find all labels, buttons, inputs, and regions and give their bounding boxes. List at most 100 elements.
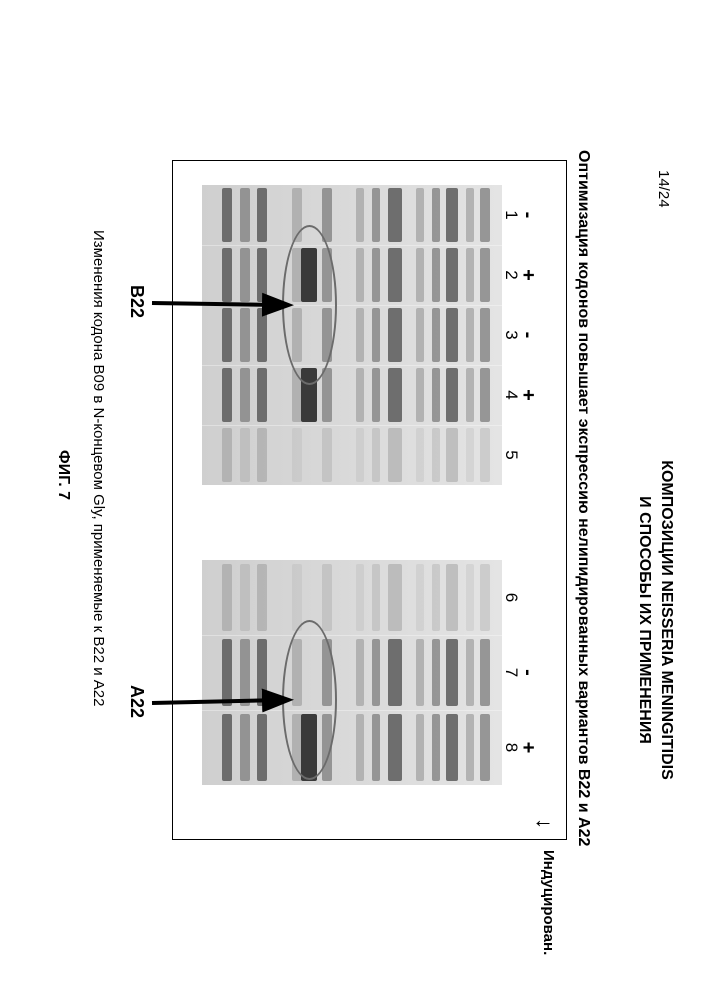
gel-lane	[202, 710, 502, 785]
callout-label-a22: A22	[126, 685, 147, 718]
induced-label: Индуцирован.	[540, 850, 557, 955]
lane-induction-marker: -	[518, 205, 538, 225]
gel-band	[372, 368, 380, 422]
gel-band	[466, 639, 474, 707]
gel-band	[416, 248, 424, 302]
callout-label-b22: B22	[126, 285, 147, 318]
gel-band	[240, 564, 250, 632]
lane-induction-marker: +	[518, 265, 538, 285]
gel-band	[222, 714, 232, 782]
gel-band	[372, 639, 380, 707]
gel-band	[480, 248, 490, 302]
lane-number: 7	[503, 663, 520, 683]
induced-arrow-icon: ↓	[533, 818, 555, 829]
gel-band	[416, 639, 424, 707]
gel-band	[432, 714, 440, 782]
page-canvas: 14/24 КОМПОЗИЦИИ NEISSERIA MENINGITIDIS …	[0, 0, 707, 1000]
gel-lane	[202, 365, 502, 425]
gel-band	[446, 564, 458, 632]
gel-band	[446, 368, 458, 422]
gel-band	[372, 248, 380, 302]
gel-band	[480, 639, 490, 707]
gel-band	[372, 308, 380, 362]
gel-band	[480, 714, 490, 782]
gel-band	[388, 428, 402, 482]
document-title: КОМПОЗИЦИИ NEISSERIA MENINGITIDIS И СПОС…	[634, 360, 677, 880]
gel-band	[356, 188, 364, 242]
gel-band	[356, 428, 364, 482]
gel-band	[372, 564, 380, 632]
gel-band	[432, 639, 440, 707]
gel-band	[356, 368, 364, 422]
gel-band	[356, 248, 364, 302]
gel-band	[372, 428, 380, 482]
gel-band	[466, 248, 474, 302]
lane-induction-marker: -	[518, 663, 538, 683]
gel-band	[480, 188, 490, 242]
gel-lane-sep	[202, 635, 502, 636]
gel-band	[388, 639, 402, 707]
gel-band	[432, 248, 440, 302]
gel-band	[416, 564, 424, 632]
lane-number: 8	[503, 738, 520, 758]
gel-band	[416, 188, 424, 242]
gel-image-right	[202, 560, 502, 785]
gel-band	[222, 428, 232, 482]
figure-number: ФИГ. 7	[54, 450, 72, 500]
gel-lane	[202, 185, 502, 245]
gel-band	[432, 564, 440, 632]
gel-band	[388, 714, 402, 782]
lane-number: 5	[503, 445, 520, 465]
gel-band	[446, 714, 458, 782]
gel-band	[388, 368, 402, 422]
lane-number: 2	[503, 265, 520, 285]
gel-band	[446, 308, 458, 362]
gel-band	[432, 308, 440, 362]
lane-induction-marker: +	[518, 385, 538, 405]
gel-band	[388, 188, 402, 242]
gel-band	[322, 368, 332, 422]
gel-lane-sep	[202, 365, 502, 366]
gel-band	[480, 368, 490, 422]
gel-band	[480, 564, 490, 632]
gel-band	[292, 428, 302, 482]
arrow-b22-icon	[140, 291, 294, 317]
lane-number: 4	[503, 385, 520, 405]
gel-band	[416, 428, 424, 482]
gel-band	[416, 308, 424, 362]
lane-induction-marker: -	[518, 325, 538, 345]
gel-band	[356, 564, 364, 632]
gel-band	[388, 564, 402, 632]
gel-band	[388, 248, 402, 302]
gel-band	[446, 639, 458, 707]
figure-caption: Изменения кодона B09 в N-концевом Gly, п…	[90, 230, 107, 706]
gel-band	[240, 428, 250, 482]
figure-title: Оптимизация кодонов повышает экспрессию …	[574, 150, 592, 846]
gel-band	[222, 564, 232, 632]
gel-band	[466, 368, 474, 422]
lane-number: 1	[503, 205, 520, 225]
document-title-line-2: И СПОСОБЫ ИХ ПРИМЕНЕНИЯ	[636, 496, 653, 744]
gel-band	[257, 714, 267, 782]
arrow-a22-icon	[140, 688, 294, 715]
gel-band	[466, 714, 474, 782]
gel-band	[322, 428, 332, 482]
gel-band	[240, 714, 250, 782]
gel-band	[388, 308, 402, 362]
gel-band	[480, 428, 490, 482]
gel-band	[432, 368, 440, 422]
gel-band	[257, 188, 267, 242]
page-number: 14/24	[655, 170, 672, 208]
gel-band	[257, 428, 267, 482]
gel-band	[257, 564, 267, 632]
gel-band	[322, 188, 332, 242]
gel-lane-sep	[202, 245, 502, 246]
gel-band	[240, 368, 250, 422]
lane-number: 3	[503, 325, 520, 345]
gel-band	[240, 188, 250, 242]
gel-lane	[202, 560, 502, 635]
gel-band	[446, 428, 458, 482]
gel-lane-sep	[202, 425, 502, 426]
gel-band	[322, 564, 332, 632]
gel-band	[292, 564, 302, 632]
